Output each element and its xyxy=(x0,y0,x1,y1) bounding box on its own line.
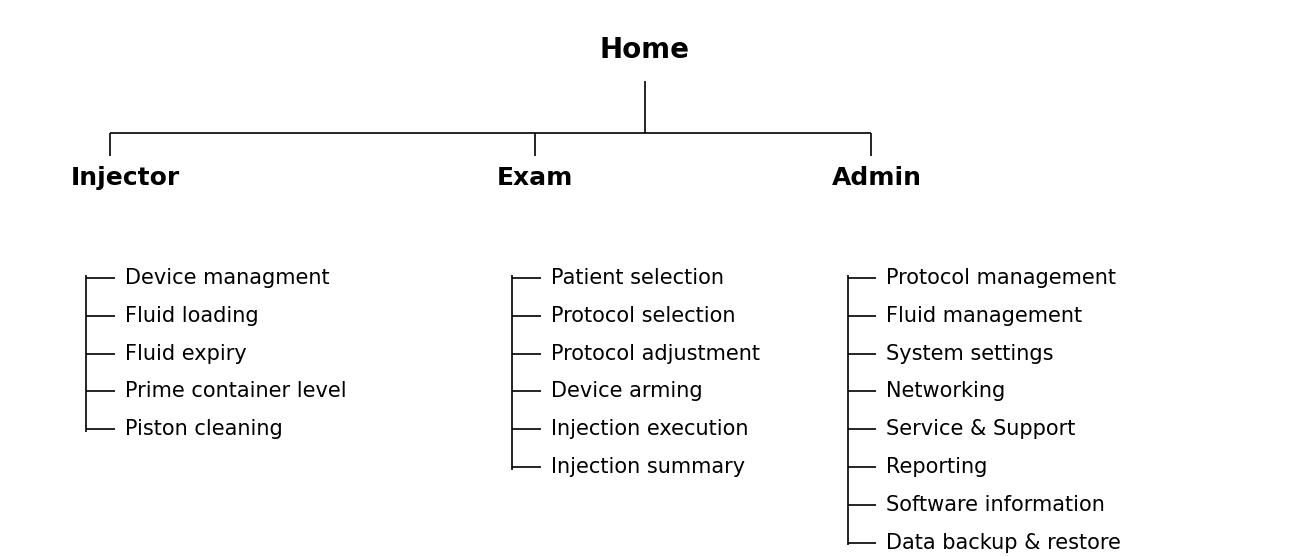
Text: Device arming: Device arming xyxy=(551,381,703,401)
Text: Data backup & restore: Data backup & restore xyxy=(886,533,1121,553)
Text: Service & Support: Service & Support xyxy=(886,419,1076,439)
Text: Fluid loading: Fluid loading xyxy=(125,306,259,326)
Text: System settings: System settings xyxy=(886,344,1054,364)
Text: Injection summary: Injection summary xyxy=(551,457,744,477)
Text: Networking: Networking xyxy=(886,381,1005,401)
Text: Protocol management: Protocol management xyxy=(886,268,1116,288)
Text: Fluid management: Fluid management xyxy=(886,306,1082,326)
Text: Fluid expiry: Fluid expiry xyxy=(125,344,246,364)
Text: Admin: Admin xyxy=(832,166,922,190)
Text: Device managment: Device managment xyxy=(125,268,330,288)
Text: Prime container level: Prime container level xyxy=(125,381,347,401)
Text: Exam: Exam xyxy=(497,166,573,190)
Text: Protocol adjustment: Protocol adjustment xyxy=(551,344,760,364)
Text: Patient selection: Patient selection xyxy=(551,268,724,288)
Text: Home: Home xyxy=(600,36,690,64)
Text: Protocol selection: Protocol selection xyxy=(551,306,735,326)
Text: Software information: Software information xyxy=(886,495,1106,515)
Text: Injection execution: Injection execution xyxy=(551,419,748,439)
Text: Reporting: Reporting xyxy=(886,457,988,477)
Text: Injector: Injector xyxy=(71,166,181,190)
Text: Piston cleaning: Piston cleaning xyxy=(125,419,283,439)
